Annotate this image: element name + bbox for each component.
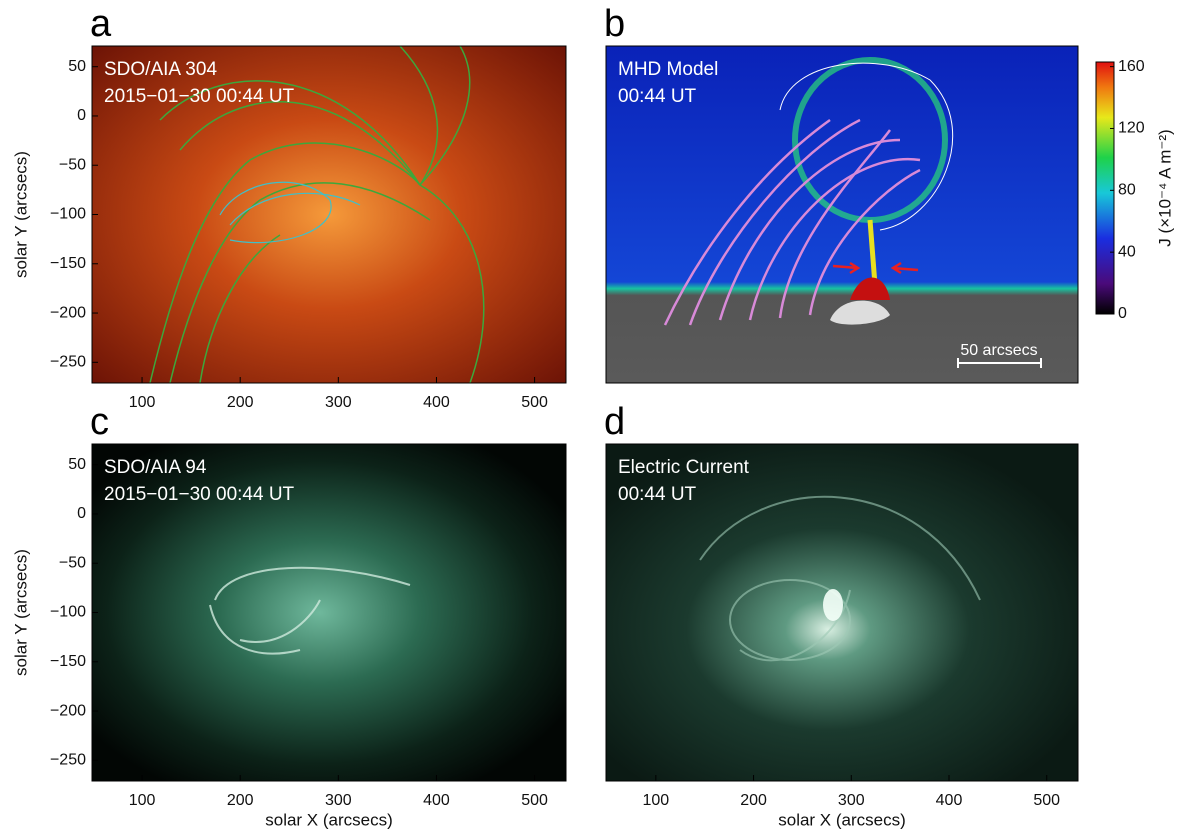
y-tick-label: 0 (77, 505, 86, 522)
y-tick-label: −50 (59, 554, 86, 571)
colorbar-tick-label: 120 (1118, 120, 1145, 137)
bright-spot (823, 589, 843, 621)
x-tick-label: 200 (227, 394, 254, 411)
colorbar-tick-label: 160 (1118, 58, 1145, 75)
y-tick-label: −250 (50, 752, 86, 769)
x-tick-label: 500 (521, 792, 548, 809)
y-tick-label: −250 (50, 354, 86, 371)
panel-letter: b (604, 3, 625, 45)
x-tick-label: 100 (129, 394, 156, 411)
x-tick-label: 400 (423, 792, 450, 809)
y-tick-label: −200 (50, 304, 86, 321)
x-tick-label: 300 (325, 394, 352, 411)
colorbar-label: J (×10⁻⁴ A m⁻²) (1155, 129, 1174, 246)
annotation: MHD Model (618, 59, 718, 80)
panel-letter: a (90, 3, 112, 45)
annotation: 00:44 UT (618, 484, 697, 505)
y-tick-label: −50 (59, 156, 86, 173)
x-tick-label: 500 (521, 394, 548, 411)
figure: a SDO/AIA 304 2015−01−30 00:44 UT 100 200 300… (0, 0, 1181, 831)
y-tick-label: 50 (68, 58, 86, 75)
y-axis-label: solar Y (arcsecs) (11, 549, 30, 676)
x-tick-label: 500 (1033, 792, 1060, 809)
x-tick-label: 400 (936, 792, 963, 809)
x-tick-label: 200 (740, 792, 767, 809)
y-tick-label: −150 (50, 653, 86, 670)
x-tick-label: 400 (423, 394, 450, 411)
colorbar-tick-label: 0 (1118, 305, 1127, 322)
x-axis-label: solar X (arcsecs) (778, 810, 906, 829)
y-tick-label: −200 (50, 702, 86, 719)
y-tick-label: 0 (77, 107, 86, 124)
colorbar-tick-label: 40 (1118, 243, 1136, 260)
x-tick-label: 100 (642, 792, 669, 809)
annotation: SDO/AIA 304 (104, 59, 217, 80)
y-tick-label: −100 (50, 206, 86, 223)
x-tick-label: 100 (129, 792, 156, 809)
y-axis-label: solar Y (arcsecs) (11, 151, 30, 278)
annotation: SDO/AIA 94 (104, 457, 207, 478)
panel-letter: c (90, 401, 109, 443)
panel-letter: d (604, 401, 625, 443)
y-tick-label: −100 (50, 604, 86, 621)
annotation: 2015−01−30 00:44 UT (104, 484, 295, 505)
x-tick-label: 300 (838, 792, 865, 809)
annotation: 00:44 UT (618, 86, 697, 107)
scale-bar-label: 50 arcsecs (960, 342, 1037, 359)
annotation: 2015−01−30 00:44 UT (104, 86, 295, 107)
x-tick-label: 300 (325, 792, 352, 809)
x-axis-label: solar X (arcsecs) (265, 810, 393, 829)
y-tick-label: 50 (68, 456, 86, 473)
colorbar (1096, 62, 1114, 314)
annotation: Electric Current (618, 457, 750, 478)
colorbar-tick-label: 80 (1118, 182, 1136, 199)
x-tick-label: 200 (227, 792, 254, 809)
y-tick-label: −150 (50, 255, 86, 272)
